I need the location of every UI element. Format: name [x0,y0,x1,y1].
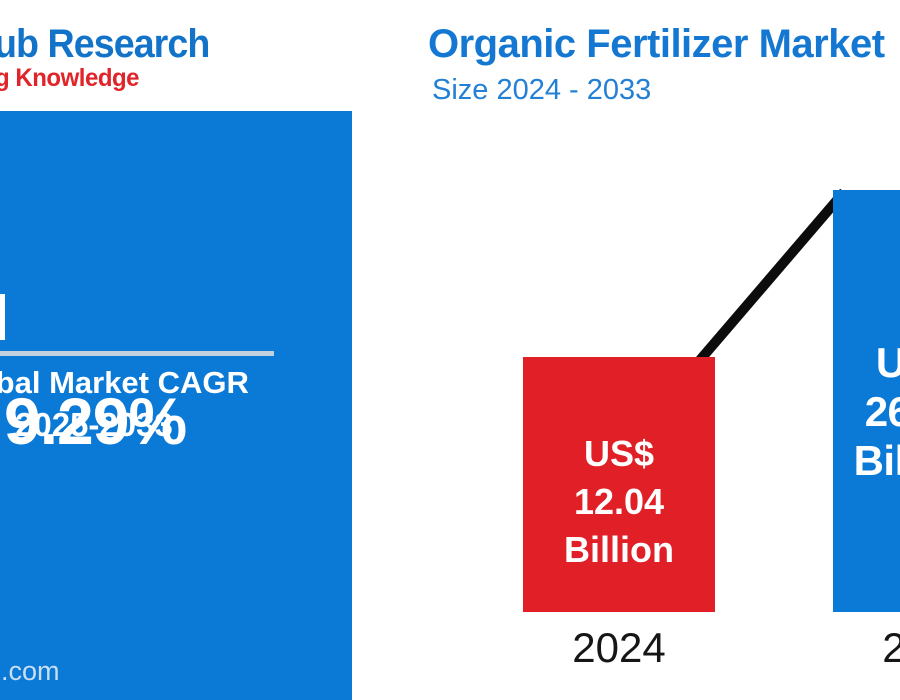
bar-2033-value-line1: US$ [875,339,900,386]
trend-line [696,188,848,364]
bar-2024-value-line3: Billion [564,529,674,570]
brand-logo-name: ub Research [0,22,210,66]
x-axis-label-2024: 2024 [572,624,666,671]
x-axis-label-2033: 2033 [882,624,900,671]
page-title: Organic Fertilizer Market [428,22,885,66]
bar-2024-value-line2: 12.04 [573,481,665,522]
cropped-digit-fragment [0,294,5,340]
cagr-period: 2025-2033 [15,406,173,443]
bar-2033-value-label: US$ 26.78 Billion [833,338,900,485]
cagr-divider [0,351,274,356]
cagr-label: Global Market CAGR [0,365,249,400]
website-url-fragment: .com [1,656,60,686]
cagr-panel: 9.29% Global Market CAGR 2025-2033 .com [0,111,352,700]
cagr-value: 9.29% [4,384,187,458]
bar-2033-value-line2: 26.78 [864,388,900,435]
bar-2024: US$ 12.04 Billion [523,357,715,612]
bar-2033: US$ 26.78 Billion [833,190,900,612]
bar-2024-value-line1: US$ [583,433,655,474]
page-subtitle: Size 2024 - 2033 [432,74,652,106]
brand-logo-tagline: g Knowledge [0,64,140,92]
bar-2024-value-label: US$ 12.04 Billion [523,430,715,574]
bar-2033-value-line3: Billion [853,437,900,484]
